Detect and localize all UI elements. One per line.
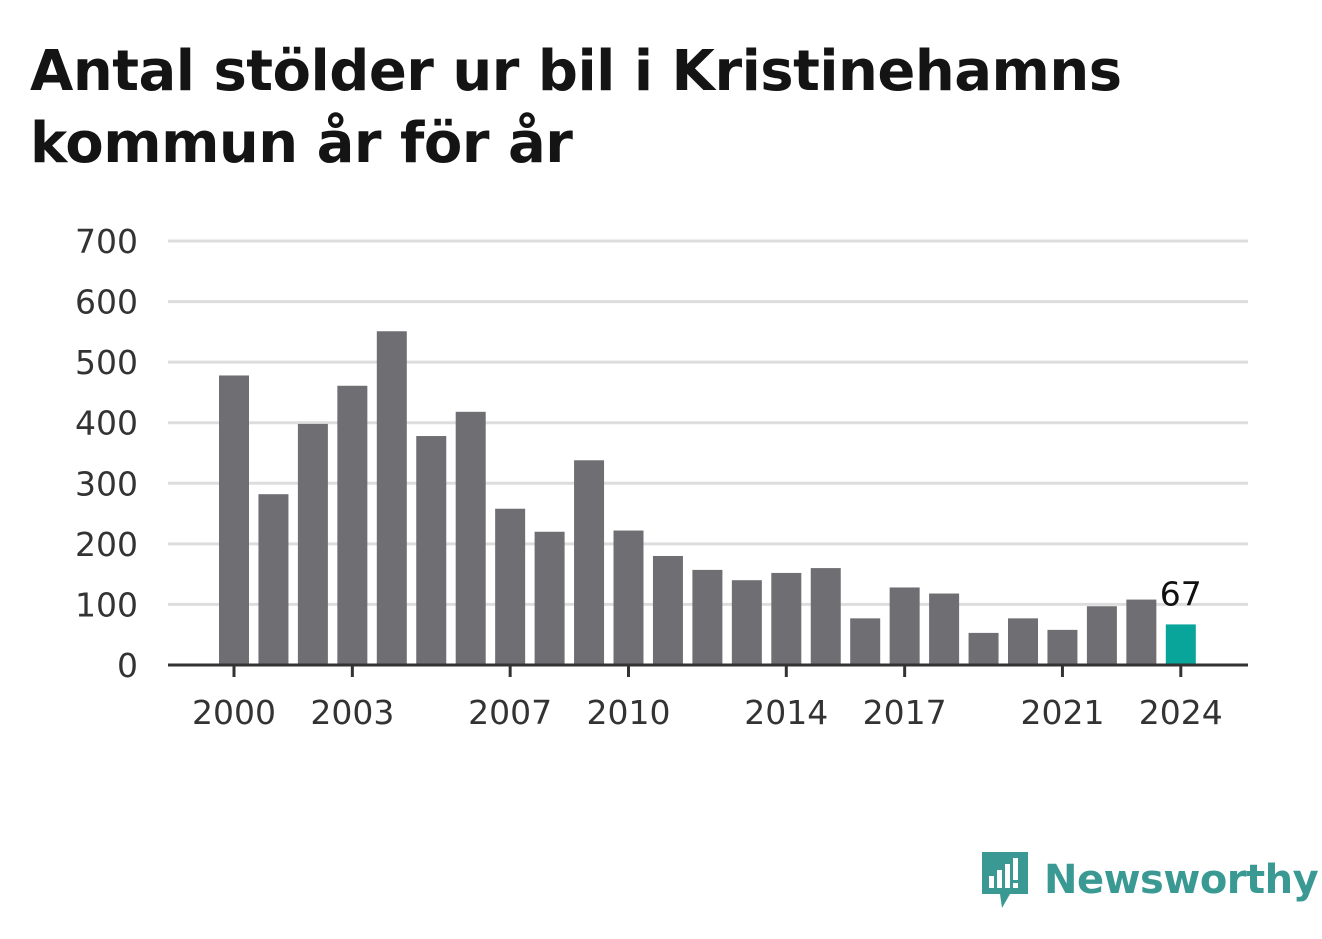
bar-2000: [219, 375, 249, 665]
bar-2018: [929, 593, 960, 665]
x-axis: 2000 2003 2007 2010 2014 2017 2021 2024: [168, 663, 1248, 732]
x-tick-label: 2003: [310, 693, 394, 732]
chart-title: Antal stölder ur bil i Kristinehamns kom…: [30, 39, 1122, 176]
bar-2022: [1086, 606, 1117, 665]
bar-2005: [416, 436, 447, 665]
y-tick-label: 400: [75, 404, 138, 443]
y-tick-label: 600: [75, 283, 138, 322]
x-tick-label: 2000: [192, 693, 276, 732]
y-tick-label: 0: [117, 646, 138, 685]
data-labels: 67: [1160, 574, 1202, 613]
x-tick-label: 2007: [468, 693, 552, 732]
gridlines: [168, 239, 1248, 606]
bar-2002: [297, 423, 328, 665]
bar-2010: [613, 530, 644, 665]
bar-2013: [731, 580, 762, 665]
x-tick-label: 2021: [1020, 693, 1104, 732]
bar-2008: [534, 531, 565, 665]
y-tick-label: 200: [75, 525, 138, 564]
y-tick-label: 100: [75, 585, 138, 624]
bar-2006: [455, 411, 486, 665]
bar-2020: [1008, 618, 1038, 665]
x-tick-label: 2024: [1139, 693, 1223, 732]
bar-2024: [1165, 624, 1196, 665]
bars: [219, 331, 1196, 665]
newsworthy-logo-text: Newsworthy: [1044, 857, 1319, 903]
y-tick-label: 500: [75, 343, 138, 382]
bar-2014: [771, 572, 802, 665]
data-label-2024: 67: [1160, 574, 1202, 613]
bar-2011: [652, 555, 683, 665]
newsworthy-logo-icon: [982, 852, 1028, 908]
bar-2019: [968, 632, 999, 665]
bar-2016: [850, 618, 881, 665]
bar-2009: [574, 460, 605, 665]
bar-2015: [810, 568, 841, 665]
bar-2021: [1047, 629, 1078, 665]
y-tick-label: 300: [75, 464, 138, 503]
newsworthy-logo: Newsworthy: [980, 850, 1319, 910]
bar-2023: [1126, 599, 1157, 665]
bar-2017: [889, 587, 920, 665]
bar-2001: [258, 494, 289, 665]
bar-2007: [495, 508, 526, 665]
y-tick-label: 700: [75, 222, 138, 261]
bar-2012: [692, 569, 723, 665]
x-tick-label: 2017: [863, 693, 947, 732]
y-axis: 0 100 200 300 400 500 600 700: [75, 222, 138, 685]
bar-2003: [337, 385, 368, 665]
bar-2004: [376, 331, 407, 665]
x-tick-label: 2010: [587, 693, 671, 732]
x-tick-label: 2014: [744, 693, 828, 732]
